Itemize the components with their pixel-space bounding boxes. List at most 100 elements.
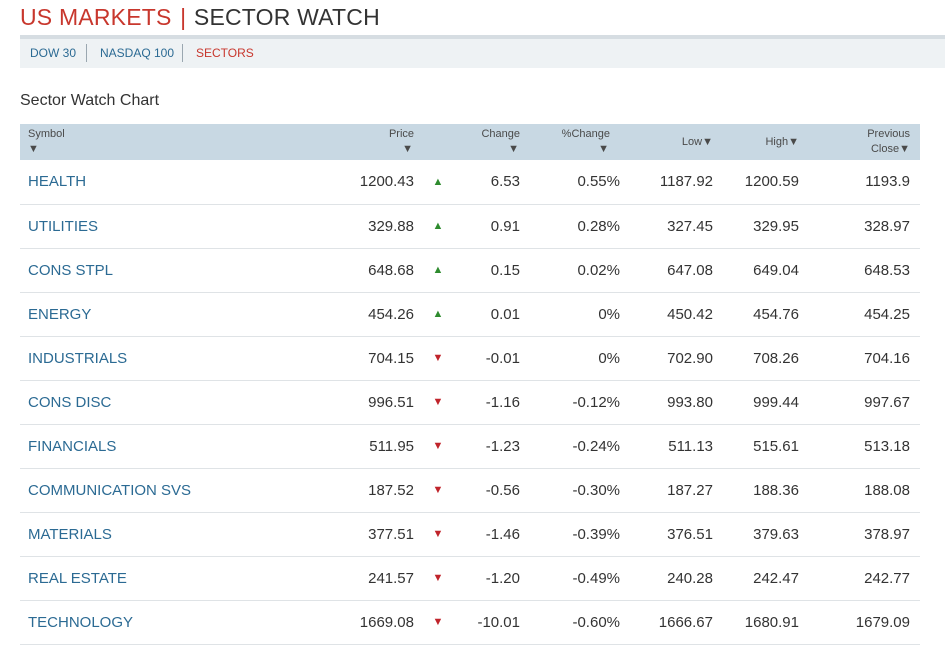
sector-symbol-link[interactable]: UTILITIES xyxy=(28,217,99,235)
change-cell: -0.56 xyxy=(485,481,520,499)
sector-symbol-link[interactable]: REAL ESTATE xyxy=(28,569,127,587)
col-direction xyxy=(414,124,462,160)
table-row: HEALTH 1200.43 ▲ 6.53 0.55% 1187.92 1200.59 119… xyxy=(20,160,920,204)
previous-close-cell: 997.67 xyxy=(864,393,910,411)
previous-close-cell: 242.77 xyxy=(864,569,910,587)
arrow-down-icon: ▼ xyxy=(432,484,444,496)
price-cell: 377.51 xyxy=(368,525,414,543)
col-previous-label: Previous xyxy=(867,128,910,140)
section-title: Sector Watch Chart xyxy=(20,92,160,109)
high-cell: 515.61 xyxy=(753,437,799,455)
high-cell: 649.04 xyxy=(753,261,799,279)
sector-symbol-link[interactable]: CONS STPL xyxy=(28,261,114,279)
col-pct-change-label: %Change xyxy=(561,128,610,140)
nav-nasdaq100[interactable]: NASDAQ 100 xyxy=(100,46,175,60)
sort-icon: ▼ xyxy=(788,136,799,148)
sort-icon: ▼ xyxy=(702,136,713,148)
pct-change-cell: -0.12% xyxy=(572,393,620,411)
sector-symbol-link[interactable]: FINANCIALS xyxy=(28,437,117,455)
col-low-label: Low xyxy=(681,136,703,148)
sector-symbol-link[interactable]: ENERGY xyxy=(28,305,92,323)
nav-sectors[interactable]: SECTORS xyxy=(196,46,254,60)
col-price-label: Price xyxy=(388,128,414,140)
col-price[interactable]: Price ▼ xyxy=(320,124,414,160)
arrow-down-icon: ▼ xyxy=(432,528,444,540)
previous-close-cell: 454.25 xyxy=(864,305,910,323)
change-cell: 0.15 xyxy=(490,261,520,279)
col-pct-change[interactable]: %Change ▼ xyxy=(520,124,620,160)
col-change[interactable]: Change ▼ xyxy=(462,124,520,160)
sector-symbol-link[interactable]: MATERIALS xyxy=(28,525,112,543)
change-cell: 0.91 xyxy=(490,217,520,235)
pct-change-cell: -0.30% xyxy=(572,481,620,499)
price-cell: 1669.08 xyxy=(359,613,414,631)
pct-change-cell: 0% xyxy=(598,305,620,323)
previous-close-cell: 1679.09 xyxy=(855,613,910,631)
table-row: ENERGY 454.26 ▲ 0.01 0% 450.42 454.76 454.25 xyxy=(20,292,920,336)
arrow-up-icon: ▲ xyxy=(432,264,444,276)
col-symbol[interactable]: Symbol ▼ xyxy=(20,124,320,160)
low-cell: 702.90 xyxy=(667,349,713,367)
previous-close-cell: 648.53 xyxy=(864,261,910,279)
high-cell: 188.36 xyxy=(753,481,799,499)
table-row: CONS DISC 996.51 ▼ -1.16 -0.12% 993.80 999.44 9… xyxy=(20,380,920,424)
change-cell: -1.16 xyxy=(485,393,520,411)
title-primary: US MARKETS xyxy=(20,4,172,30)
title-separator: | xyxy=(180,4,187,30)
col-change-label: Change xyxy=(481,128,520,140)
arrow-down-icon: ▼ xyxy=(432,572,444,584)
price-cell: 187.52 xyxy=(368,481,414,499)
sector-table: Symbol ▼ Price ▼ Change ▼ %Change ▼ Low▼… xyxy=(20,124,920,645)
sector-symbol-link[interactable]: CONS DISC xyxy=(28,393,112,411)
pct-change-cell: 0.02% xyxy=(577,261,620,279)
low-cell: 240.28 xyxy=(667,569,713,587)
price-cell: 1200.43 xyxy=(359,173,414,191)
pct-change-cell: 0% xyxy=(598,349,620,367)
sort-icon: ▼ xyxy=(598,143,609,155)
pct-change-cell: -0.39% xyxy=(572,525,620,543)
previous-close-cell: 328.97 xyxy=(864,217,910,235)
sector-symbol-link[interactable]: HEALTH xyxy=(28,173,87,191)
price-cell: 704.15 xyxy=(368,349,414,367)
change-cell: -1.46 xyxy=(485,525,520,543)
previous-close-cell: 378.97 xyxy=(864,525,910,543)
high-cell: 454.76 xyxy=(753,305,799,323)
high-cell: 708.26 xyxy=(753,349,799,367)
sector-symbol-link[interactable]: COMMUNICATION SVS xyxy=(28,481,192,499)
table-row: FINANCIALS 511.95 ▼ -1.23 -0.24% 511.13 515.61… xyxy=(20,424,920,468)
arrow-down-icon: ▼ xyxy=(432,616,444,628)
change-cell: -1.20 xyxy=(485,569,520,587)
table-row: COMMUNICATION SVS 187.52 ▼ -0.56 -0.30% 187.2… xyxy=(20,468,920,512)
low-cell: 1666.67 xyxy=(658,613,713,631)
title-secondary: SECTOR WATCH xyxy=(193,4,380,30)
col-low[interactable]: Low▼ xyxy=(620,124,713,160)
sort-icon: ▼ xyxy=(28,143,39,155)
sector-symbol-link[interactable]: INDUSTRIALS xyxy=(28,349,128,367)
price-cell: 511.95 xyxy=(369,437,414,455)
previous-close-cell: 513.18 xyxy=(864,437,910,455)
market-nav: DOW 30 NASDAQ 100 SECTORS xyxy=(20,39,945,68)
price-cell: 329.88 xyxy=(368,217,414,235)
price-cell: 648.68 xyxy=(368,261,414,279)
change-cell: -0.01 xyxy=(485,349,520,367)
sector-symbol-link[interactable]: TECHNOLOGY xyxy=(28,613,134,631)
low-cell: 993.80 xyxy=(667,393,713,411)
high-cell: 379.63 xyxy=(753,525,799,543)
low-cell: 450.42 xyxy=(667,305,713,323)
previous-close-cell: 704.16 xyxy=(864,349,910,367)
low-cell: 327.45 xyxy=(667,217,713,235)
high-cell: 1200.59 xyxy=(744,173,799,191)
page-header: US MARKETS | SECTOR WATCH xyxy=(20,4,380,34)
table-row: TECHNOLOGY 1669.08 ▼ -10.01 -0.60% 1666.67 168… xyxy=(20,600,920,644)
change-cell: -10.01 xyxy=(477,613,520,631)
col-previous-close[interactable]: Previous Close▼ xyxy=(810,124,920,160)
price-cell: 454.26 xyxy=(368,305,414,323)
col-high-label: High xyxy=(765,136,789,148)
previous-close-cell: 188.08 xyxy=(864,481,910,499)
arrow-down-icon: ▼ xyxy=(432,440,444,452)
low-cell: 376.51 xyxy=(667,525,713,543)
pct-change-cell: -0.24% xyxy=(572,437,620,455)
nav-dow30[interactable]: DOW 30 xyxy=(30,46,77,60)
arrow-up-icon: ▲ xyxy=(432,220,444,232)
col-high[interactable]: High▼ xyxy=(713,124,810,160)
